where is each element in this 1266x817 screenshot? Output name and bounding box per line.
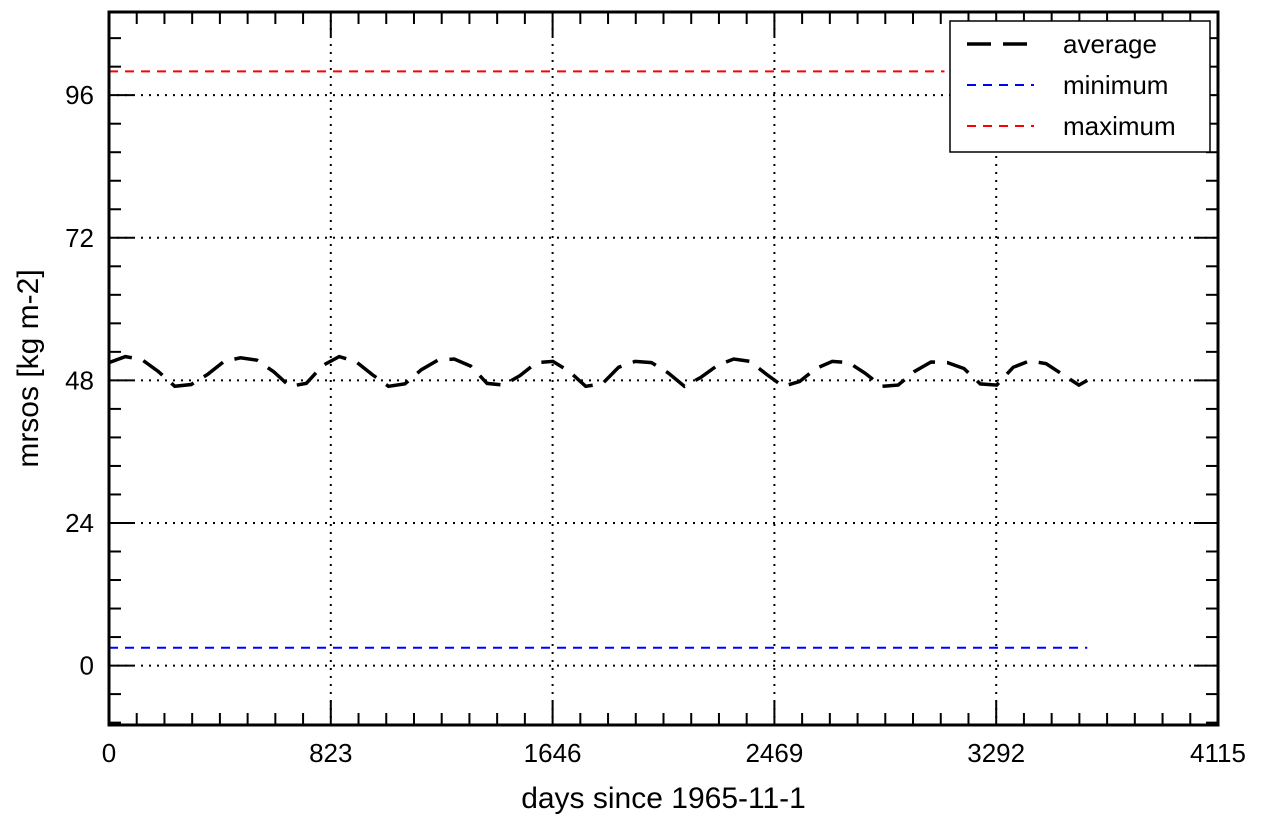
legend-box [949, 20, 1211, 153]
y-axis-title: mrsos [kg m-2] [12, 269, 45, 467]
x-axis-title: days since 1965-11-1 [521, 782, 806, 815]
legend-entry-average: average [967, 29, 1157, 59]
x-tick-label: 1646 [524, 738, 582, 768]
x-tick-label: 823 [309, 738, 352, 768]
x-tick-label: 0 [102, 738, 116, 768]
series-line-average [108, 354, 1089, 389]
legend-label-minimum: minimum [1063, 70, 1168, 100]
x-tick-label: 2469 [745, 738, 803, 768]
legend-entry-maximum: maximum [967, 111, 1176, 141]
legend: average minimum maximum [949, 20, 1211, 153]
legend-label-maximum: maximum [1063, 111, 1176, 141]
y-tick-label: 96 [65, 80, 94, 110]
x-tick-labels: 0 823 1646 2469 3292 4115 [102, 738, 1246, 768]
y-tick-label: 0 [80, 651, 94, 681]
legend-entry-minimum: minimum [967, 70, 1168, 100]
x-tick-label: 4115 [1190, 738, 1246, 768]
y-tick-label: 24 [65, 508, 94, 538]
grid-lines [109, 12, 1218, 725]
y-tick-label: 72 [65, 223, 94, 253]
y-tick-labels: 0 24 48 72 96 [65, 80, 94, 680]
y-tick-label: 48 [65, 365, 94, 395]
series-layer [108, 70, 1089, 649]
legend-label-average: average [1063, 29, 1157, 59]
x-tick-label: 3292 [967, 738, 1025, 768]
